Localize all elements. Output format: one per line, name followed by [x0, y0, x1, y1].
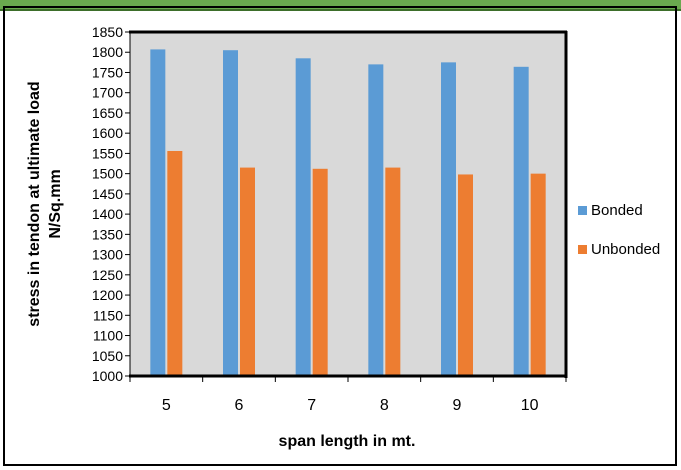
bar-unbonded-9: [458, 174, 473, 376]
y-tick-label: 1350: [92, 226, 123, 242]
y-axis-title-line2: N/Sq.mm: [47, 169, 64, 238]
legend-label-unbonded: Unbonded: [591, 241, 660, 258]
x-axis: 5 6 7 8 9 10: [129, 376, 567, 414]
y-tick-label: 1700: [92, 85, 123, 101]
legend-swatch-unbonded: [578, 245, 587, 254]
top-banner: [0, 0, 681, 11]
y-tick-label: 1200: [92, 287, 123, 303]
y-tick-label: 1400: [92, 206, 123, 222]
y-tick-label: 1000: [92, 368, 123, 384]
bar-bonded-5: [150, 49, 166, 377]
y-tick-label: 1750: [92, 64, 123, 80]
y-tick-label: 1800: [92, 44, 123, 60]
x-tick-label: 5: [162, 397, 171, 414]
y-tick-label: 1100: [93, 328, 123, 344]
bar-unbonded-8: [385, 167, 401, 376]
legend-swatch-bonded: [578, 206, 587, 215]
y-tick-label: 1600: [92, 125, 123, 141]
bars-group: [150, 49, 546, 377]
y-tick-label: 1500: [92, 166, 123, 182]
bar-bonded-8: [368, 64, 384, 377]
x-tick-label: 6: [235, 397, 244, 414]
y-tick-label: 1650: [92, 105, 123, 121]
bar-bonded-9: [441, 62, 456, 377]
bar-unbonded-6: [240, 167, 255, 376]
chart-border: [3, 6, 677, 466]
x-tick-label: 8: [380, 397, 389, 414]
y-tick-label: 1050: [92, 348, 123, 364]
bar-unbonded-10: [530, 173, 546, 376]
x-tick-label: 7: [307, 397, 316, 414]
bar-unbonded-7: [312, 168, 328, 376]
y-tick-label: 1450: [92, 186, 123, 202]
y-tick-label: 1850: [92, 24, 123, 40]
y-tick-label: 1250: [92, 267, 123, 283]
x-tick-label: 9: [453, 397, 462, 414]
legend: Bonded Unbonded: [578, 202, 660, 258]
y-tick-label: 1550: [92, 145, 123, 161]
bar-bonded-7: [295, 58, 311, 377]
y-axis: 1000 1050 1100 1150 1200 1250 1300 1350 1400 1450…: [92, 24, 130, 384]
bar-bonded-10: [513, 66, 529, 377]
y-tick-label: 1300: [92, 247, 123, 263]
y-tick-label: 1150: [93, 307, 123, 323]
legend-label-bonded: Bonded: [591, 202, 643, 219]
x-axis-title: span length in mt.: [279, 433, 416, 450]
bar-unbonded-5: [167, 150, 183, 376]
y-axis-title-line1: stress in tendon at ultimate load: [26, 81, 43, 326]
plot-area: [130, 32, 565, 376]
bar-bonded-6: [223, 50, 238, 377]
x-tick-label: 10: [521, 397, 539, 414]
